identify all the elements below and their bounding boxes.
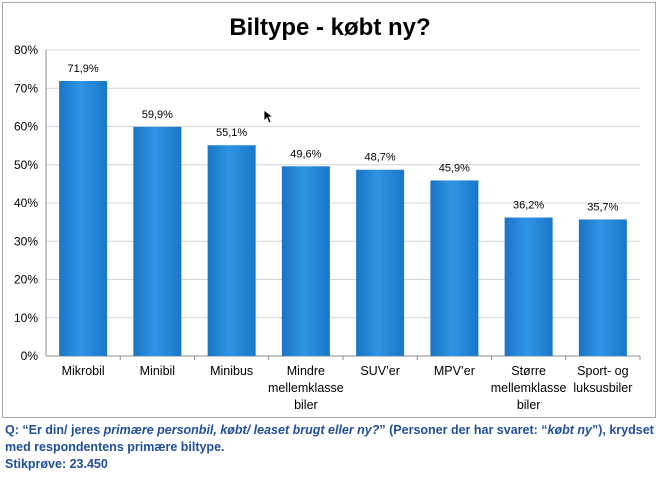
bar-value-label: 49,6% [290, 148, 321, 160]
y-tick-label: 60% [14, 120, 38, 134]
sample-size: Stikprøve: 23.450 [5, 457, 108, 471]
x-category-label: biler [294, 398, 318, 412]
x-category-label: Sport- og [577, 364, 628, 378]
caption-prefix: Q: “Er din/ jeres [5, 423, 104, 437]
caption-italic-answer: købt ny [547, 423, 592, 437]
x-category-label: Minibil [140, 364, 175, 378]
bar-value-label: 36,2% [513, 200, 544, 212]
caption-mid: ” (Personer der har svaret: “ [379, 423, 548, 437]
bar [59, 80, 108, 357]
bar-chart: 0% 10% 20% 30% 40% 50% 60% 70% 80% 71,9% Mikrobil 5… [14, 43, 641, 412]
bar [133, 126, 182, 356]
bar-value-label: 59,9% [142, 109, 173, 121]
bar [281, 166, 330, 356]
y-tick-label: 50% [14, 158, 38, 172]
caption-italic-question: primære personbil, købt/ leaset brugt el… [103, 423, 380, 437]
y-tick-label: 70% [14, 81, 38, 95]
bar-value-label: 45,9% [439, 162, 470, 174]
x-category-label: SUV’er [360, 364, 400, 378]
x-category-label: Minibus [210, 364, 253, 378]
x-category-label: Mikrobil [62, 364, 105, 378]
bar-value-label: 35,7% [587, 201, 618, 213]
bar-value-label: 71,9% [68, 63, 99, 75]
bar [207, 145, 256, 356]
y-tick-label: 30% [14, 234, 38, 248]
chart-title: Biltype - købt ny? [229, 14, 431, 41]
mouse-cursor-icon [263, 109, 273, 124]
x-category-label: Større [511, 364, 546, 378]
x-category-label: luksusbiler [573, 381, 632, 395]
question-caption: Q: “Er din/ jeres primære personbil, køb… [5, 422, 655, 456]
x-category-label: biler [517, 398, 541, 412]
bar [356, 169, 405, 356]
bar-value-label: 55,1% [216, 127, 247, 139]
x-category-label: Mindre [287, 364, 325, 378]
y-tick-label: 0% [21, 349, 39, 363]
bar [430, 180, 479, 356]
bar-value-label: 48,7% [365, 152, 396, 164]
y-tick-label: 40% [14, 196, 38, 210]
y-tick-label: 20% [14, 273, 38, 287]
x-category-label: mellemklasse [491, 381, 567, 395]
y-tick-label: 10% [14, 311, 38, 325]
bar [578, 219, 627, 356]
x-category-label: mellemklasse [268, 381, 344, 395]
bar [504, 217, 553, 356]
caption-suffix: ”), krydset med respondentens primære bi… [5, 423, 654, 454]
x-category-label: MPV’er [434, 364, 475, 378]
y-tick-label: 80% [14, 43, 38, 57]
